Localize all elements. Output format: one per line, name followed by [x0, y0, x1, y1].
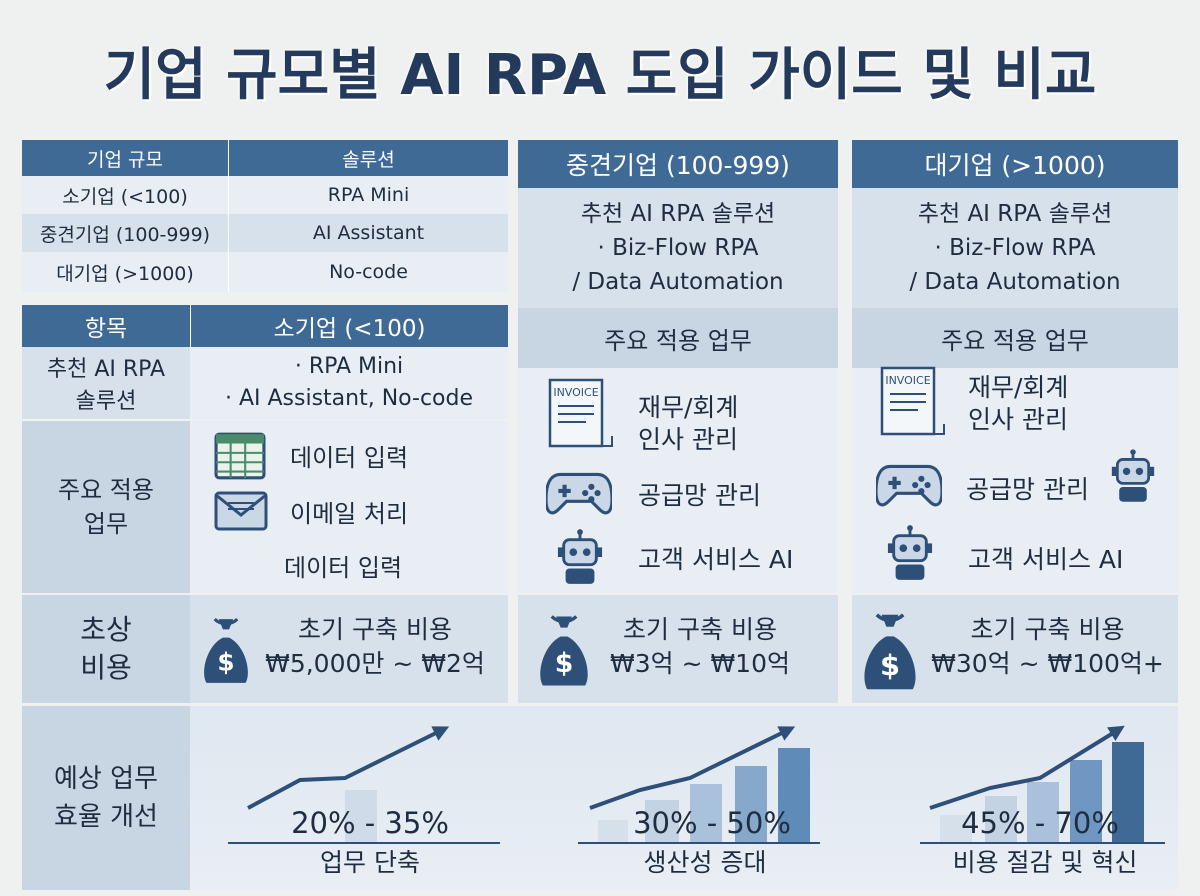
cost-value: ₩3억 ~ ₩10억 — [610, 649, 790, 678]
growth-chart — [920, 725, 1165, 844]
table-cell: 중견기업 (100-999) — [22, 214, 228, 252]
table-cell: AI Assistant — [228, 214, 508, 252]
robot-icon — [886, 524, 934, 582]
row-label: 추천 AI RPA 솔루션 — [22, 347, 190, 419]
task: 재무/회계 — [638, 393, 739, 422]
solution: · Biz-Flow RPA — [934, 235, 1096, 261]
panel-header: 중견기업 (100-999) — [518, 140, 838, 188]
solution: / Data Automation — [909, 269, 1121, 295]
task: 재무/회계 — [968, 373, 1069, 402]
panel-header: 소기업 (<100) — [190, 305, 508, 347]
efficiency-range: 30% - 50% — [633, 806, 791, 840]
task: 이메일 처리 — [290, 500, 409, 528]
solution-list: · RPA Mini · AI Assistant, No-code — [190, 347, 508, 419]
efficiency-caption: 비용 절감 및 혁신 — [953, 848, 1138, 877]
task: 공급망 관리 — [638, 481, 761, 510]
money-bag-icon — [862, 612, 918, 692]
title: 기업 규모별 AI RPA 도입 가이드 및 비교 — [103, 42, 1097, 108]
table-cell: RPA Mini — [228, 176, 508, 214]
task: 고객 서비스 AI — [968, 545, 1124, 574]
solution-title: 추천 AI RPA 솔루션 — [917, 201, 1113, 227]
panel-header: 항목 — [22, 305, 190, 347]
row-label: 초상 비용 — [22, 595, 190, 703]
efficiency-caption: 생산성 증대 — [644, 848, 767, 877]
solution-box: 추천 AI RPA 솔루션 · Biz-Flow RPA / Data Auto… — [852, 188, 1178, 308]
invoice-icon: INVOICE — [548, 378, 613, 448]
solution: / Data Automation — [572, 269, 784, 295]
task: 고객 서비스 AI — [638, 545, 794, 574]
task: 데이터 입력 — [290, 444, 409, 472]
row-label: 예상 업무 효율 개선 — [22, 706, 190, 890]
spreadsheet-icon — [214, 432, 266, 480]
cost-value: ₩30억 ~ ₩100억+ — [931, 649, 1164, 678]
row-label: 주요 적용 업무 — [22, 421, 190, 593]
invoice-icon: INVOICE — [880, 366, 945, 436]
growth-chart — [578, 726, 820, 844]
growth-chart — [228, 726, 500, 844]
solution: · RPA Mini — [294, 354, 404, 379]
money-bag-icon — [538, 614, 590, 688]
table-header: 솔루션 — [228, 140, 508, 176]
gamepad-icon — [546, 474, 612, 512]
cost-value: ₩5,000만 ~ ₩2억 — [265, 649, 485, 678]
task: 인사 관리 — [638, 425, 738, 454]
solution-title: 추천 AI RPA 솔루션 — [580, 201, 776, 227]
invoice-label: INVOICE — [885, 374, 930, 387]
solution-box: 추천 AI RPA 솔루션 · Biz-Flow RPA / Data Auto… — [518, 188, 838, 308]
task: 데이터 입력 — [284, 554, 403, 582]
cost-text: 초기 구축 비용 ₩30억 ~ ₩100억+ — [925, 612, 1170, 682]
robot-icon — [556, 528, 604, 586]
table-cell: No-code — [228, 252, 508, 292]
task: 공급망 관리 — [966, 475, 1089, 504]
table-cell: 대기업 (>1000) — [22, 252, 228, 292]
efficiency-caption: 업무 단축 — [320, 848, 420, 877]
cost-text: 초기 구축 비용 ₩3억 ~ ₩10억 — [590, 612, 810, 682]
invoice-label: INVOICE — [553, 386, 598, 399]
gamepad-icon — [876, 466, 942, 504]
table-header: 기업 규모 — [22, 140, 228, 176]
solution: · AI Assistant, No-code — [224, 386, 474, 411]
efficiency-range: 20% - 35% — [291, 806, 449, 840]
cost-title: 초기 구축 비용 — [298, 615, 452, 644]
robot-icon — [1110, 448, 1156, 504]
solution: · Biz-Flow RPA — [597, 235, 759, 261]
panel-header: 대기업 (>1000) — [852, 140, 1178, 188]
cost-area — [190, 595, 508, 703]
tasks-header: 주요 적용 업무 — [518, 308, 838, 368]
task: 인사 관리 — [968, 405, 1068, 434]
tasks-header: 주요 적용 업무 — [852, 308, 1178, 368]
table-cell: 소기업 (<100) — [22, 176, 228, 214]
money-bag-icon — [202, 617, 250, 685]
efficiency-range: 45% - 70% — [961, 806, 1119, 840]
mail-icon — [214, 491, 268, 531]
cost-text: 초기 구축 비용 ₩5,000만 ~ ₩2억 — [250, 612, 500, 682]
cost-title: 초기 구축 비용 — [970, 615, 1125, 644]
cost-title: 초기 구축 비용 — [623, 615, 777, 644]
